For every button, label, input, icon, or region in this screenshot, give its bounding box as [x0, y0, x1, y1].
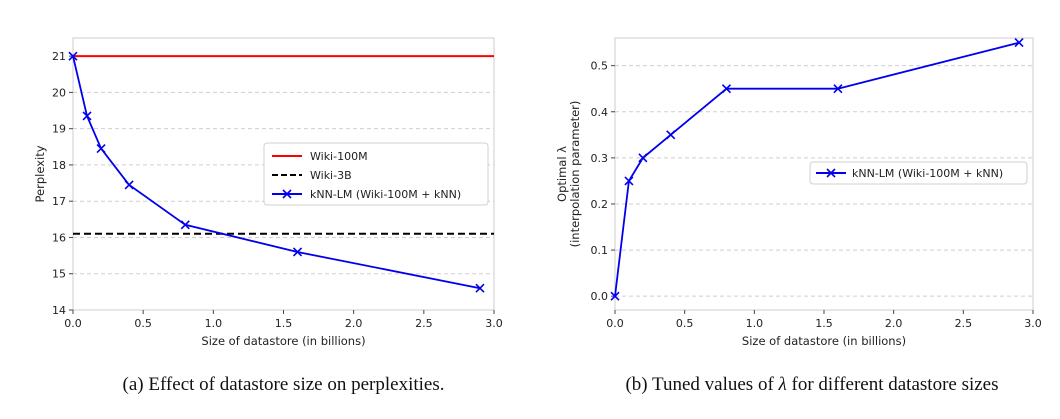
chart-b-point-knn-lm-wiki-100m-knn-0 [610, 291, 620, 301]
chart-a-point-knn-lm-wiki-100m-knn-1 [82, 111, 92, 121]
chart-b-y-tick-label-5: 0.5 [591, 60, 609, 73]
chart-b-series [610, 38, 1024, 301]
legend-b-marker-knn-lm [826, 168, 836, 178]
chart-a-x-tick-label-1: 0.5 [134, 317, 152, 330]
chart-a-y-axis-label: Perplexity [33, 145, 47, 202]
chart-a-y-tick-label-2: 16 [52, 231, 66, 244]
chart-b-y-tick-label-1: 0.1 [591, 244, 609, 257]
chart-a-point-knn-lm-wiki-100m-knn-3 [124, 180, 134, 190]
chart-b-caption-lambda: λ [778, 374, 787, 395]
chart-a-legend-box [263, 142, 489, 206]
chart-a-y-tick-label-6: 20 [52, 86, 66, 99]
legend-b-label-knn-lm: kNN-LM (Wiki-100M + kNN) [852, 167, 1003, 180]
chart-a-y-tick-label-4: 18 [52, 159, 66, 172]
chart-b-y-tick-label-4: 0.4 [591, 106, 609, 119]
chart-b-x-tick-label-3: 1.5 [815, 317, 833, 330]
chart-b: 0.0 0.1 0.2 0.3 0.4 0.5 0.0 0.5 1.0 1.5 2.0 2.5 3.0… [555, 37, 1042, 395]
chart-b-legend-box [809, 161, 1028, 185]
chart-a-x-axis-label: Size of datastore (in billions) [201, 334, 365, 348]
chart-b-caption-part-1: (b) Tuned values of [625, 374, 778, 395]
chart-b-x-tick-label-6: 3.0 [1024, 317, 1042, 330]
chart-b-caption-part-2: for different datastore sizes [787, 374, 999, 395]
chart-b-y-axis-label-line-2: (interpolation parameter) [568, 101, 582, 248]
chart-b-x-tick-label-1: 0.5 [676, 317, 694, 330]
chart-b-x-tick-label-2: 1.0 [746, 317, 764, 330]
chart-a: 14 15 16 17 18 19 20 21 0.0 0.5 1.0 1.5 2.0 2.5 3.0 S… [33, 37, 503, 395]
chart-b-y-tick-label-0: 0.0 [591, 290, 609, 303]
chart-b-x-tick-label-5: 2.5 [955, 317, 973, 330]
chart-b-y-tick-label-2: 0.2 [591, 198, 609, 211]
chart-b-point-knn-lm-wiki-100m-knn-5 [833, 84, 843, 94]
chart-a-point-knn-lm-wiki-100m-knn-5 [292, 247, 303, 257]
chart-b-point-knn-lm-wiki-100m-knn-3 [666, 130, 676, 140]
chart-a-x-tick-label-0: 0.0 [64, 317, 82, 330]
chart-a-y-ticks: 14 15 16 17 18 19 20 21 [52, 50, 73, 317]
chart-b-y-axis-label: Optimal λ (interpolation parameter) [555, 101, 582, 248]
chart-a-point-knn-lm-wiki-100m-knn-4 [180, 220, 190, 230]
chart-a-x-tick-label-2: 1.0 [205, 317, 223, 330]
chart-a-x-tick-label-5: 2.5 [415, 317, 433, 330]
chart-b-point-knn-lm-wiki-100m-knn-6 [1014, 38, 1024, 48]
legend-a-label-wiki-3b: Wiki-3B [310, 169, 352, 182]
chart-a-x-tick-label-4: 2.0 [345, 317, 363, 330]
chart-b-point-knn-lm-wiki-100m-knn-1 [624, 176, 634, 186]
chart-a-point-knn-lm-wiki-100m-knn-2 [96, 144, 106, 154]
chart-a-y-tick-label-5: 19 [52, 123, 66, 136]
chart-b-y-ticks: 0.0 0.1 0.2 0.3 0.4 0.5 [591, 60, 615, 303]
chart-a-y-tick-label-3: 17 [52, 195, 66, 208]
legend-a-label-knn-lm: kNN-LM (Wiki-100M + kNN) [310, 188, 461, 201]
chart-a-point-knn-lm-wiki-100m-knn-0 [68, 51, 78, 61]
chart-a-y-tick-label-0: 14 [52, 304, 66, 317]
chart-b-point-knn-lm-wiki-100m-knn-2 [638, 153, 648, 163]
chart-b-x-axis-label: Size of datastore (in billions) [742, 334, 906, 348]
chart-a-legend: Wiki-100M Wiki-3B kNN-LM (Wiki-100M + kN… [263, 142, 489, 206]
legend-a-marker-knn-lm [282, 189, 292, 199]
chart-a-x-tick-label-3: 1.5 [275, 317, 293, 330]
chart-b-x-ticks: 0.0 0.5 1.0 1.5 2.0 2.5 3.0 [606, 310, 1042, 330]
chart-b-point-knn-lm-wiki-100m-knn-4 [721, 84, 732, 94]
chart-a-point-knn-lm-wiki-100m-knn-6 [475, 283, 485, 293]
chart-a-y-tick-label-7: 21 [52, 50, 66, 63]
chart-a-caption: (a) Effect of datastore size on perplexi… [123, 374, 445, 395]
chart-a-x-ticks: 0.0 0.5 1.0 1.5 2.0 2.5 3.0 [64, 310, 503, 330]
legend-a-label-wiki-100m: Wiki-100M [310, 150, 368, 163]
chart-b-legend: kNN-LM (Wiki-100M + kNN) [809, 161, 1028, 185]
chart-a-x-tick-label-6: 3.0 [485, 317, 503, 330]
chart-a-y-tick-label-1: 15 [52, 268, 66, 281]
chart-b-x-tick-label-0: 0.0 [606, 317, 624, 330]
chart-a-series [68, 51, 494, 293]
chart-b-y-axis-label-line-1: Optimal λ [555, 146, 569, 202]
chart-b-y-tick-label-3: 0.3 [591, 152, 609, 165]
chart-b-caption: (b) Tuned values of λ for different data… [625, 374, 998, 395]
chart-b-x-tick-label-4: 2.0 [885, 317, 903, 330]
